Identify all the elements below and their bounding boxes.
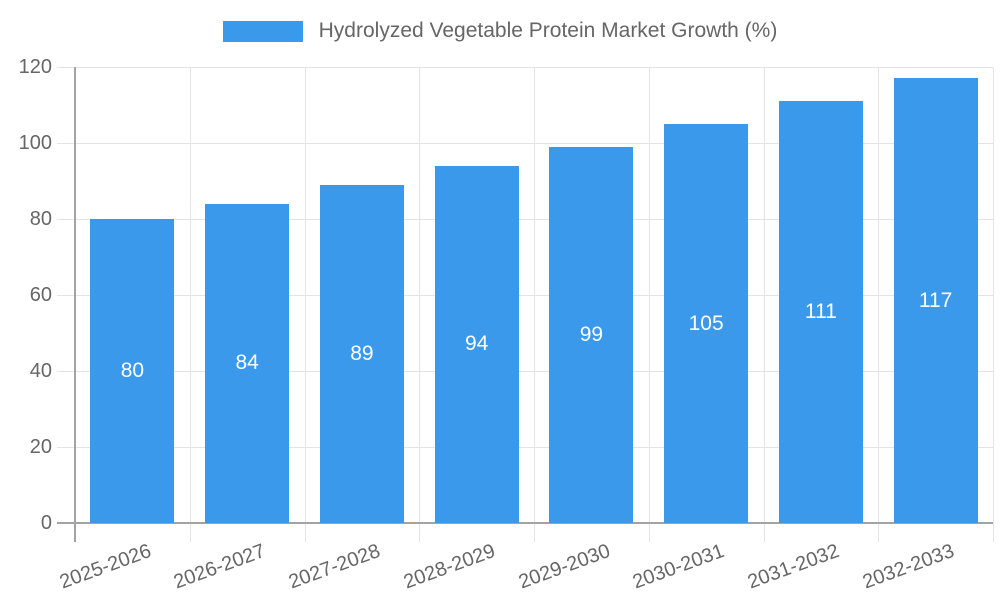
bar[interactable] xyxy=(205,203,290,523)
gridline-v xyxy=(304,67,306,542)
x-axis-line xyxy=(57,522,993,524)
legend-label: Hydrolyzed Vegetable Protein Market Grow… xyxy=(318,19,778,42)
x-tick-label: 2027-2028 xyxy=(285,540,384,594)
gridline-v xyxy=(648,67,650,542)
gridline-v xyxy=(877,67,879,542)
y-tick-label: 0 xyxy=(40,512,52,534)
bar-value-label: 117 xyxy=(918,288,953,312)
gridline-h xyxy=(57,370,993,372)
x-tick-label: 2026-2027 xyxy=(171,540,269,594)
bar-value-label: 84 xyxy=(235,351,259,375)
y-tick-label: 80 xyxy=(29,208,52,230)
bar-value-label: 99 xyxy=(579,322,604,346)
y-tick-label: 120 xyxy=(18,56,52,78)
gridline-h xyxy=(57,218,993,220)
gridline-v xyxy=(763,67,765,542)
gridline-v xyxy=(533,67,535,542)
y-tick-label: 60 xyxy=(29,284,52,306)
x-tick-label: 2029-2030 xyxy=(515,540,613,594)
gridline-h xyxy=(57,446,993,448)
legend-swatch-icon xyxy=(222,20,303,42)
bar[interactable] xyxy=(893,78,978,523)
x-tick-label: 2032-2033 xyxy=(859,540,958,594)
gridline-v xyxy=(992,67,994,542)
gridline-h xyxy=(57,294,993,296)
chart-legend[interactable]: Hydrolyzed Vegetable Protein Market Grow… xyxy=(0,19,1000,43)
gridline-v xyxy=(189,67,191,542)
x-tick-label: 2025-2026 xyxy=(56,540,154,594)
bar-value-label: 89 xyxy=(350,341,374,365)
y-tick-label: 100 xyxy=(18,132,52,154)
x-tick-label: 2028-2029 xyxy=(400,540,499,594)
gridline-h xyxy=(57,142,993,144)
gridline-v xyxy=(418,67,420,542)
bar-value-label: 80 xyxy=(120,359,145,382)
y-axis-line xyxy=(74,67,76,542)
y-tick-label: 20 xyxy=(29,436,52,458)
bar-value-label: 105 xyxy=(688,311,724,335)
y-tick-label: 40 xyxy=(29,360,52,382)
bar[interactable] xyxy=(778,101,863,523)
gridline-h xyxy=(57,66,993,68)
bar[interactable] xyxy=(319,184,404,523)
bar[interactable] xyxy=(664,124,749,523)
x-tick-label: 2031-2032 xyxy=(744,540,843,594)
bar-value-label: 111 xyxy=(804,300,837,324)
x-tick-label: 2030-2031 xyxy=(630,540,728,594)
bar-value-label: 94 xyxy=(464,332,489,356)
bar[interactable] xyxy=(90,219,175,523)
bar[interactable] xyxy=(549,146,634,523)
bar[interactable] xyxy=(434,165,519,523)
